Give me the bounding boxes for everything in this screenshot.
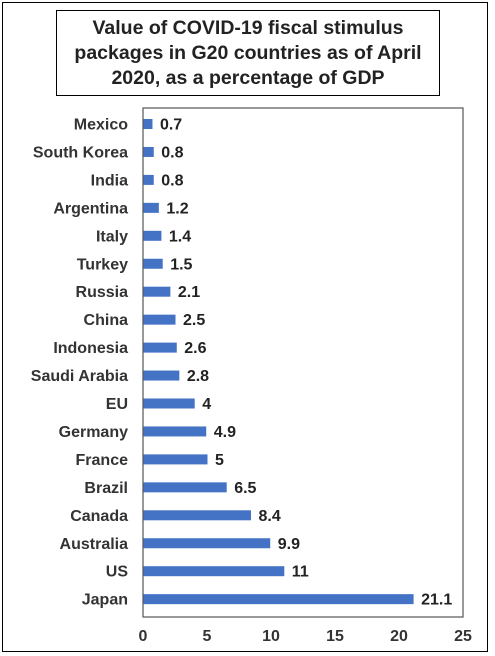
data-label: 6.5 <box>234 480 256 497</box>
data-label: 8.4 <box>259 508 281 525</box>
bar-russia <box>143 286 171 297</box>
category-label: Turkey <box>77 256 128 273</box>
category-label: EU <box>106 396 128 413</box>
category-label: Australia <box>60 536 129 553</box>
category-label: Italy <box>96 228 128 245</box>
data-label: 1.5 <box>170 256 192 273</box>
x-tick-label: 0 <box>139 628 148 645</box>
category-label: Russia <box>76 284 129 301</box>
data-label: 4 <box>202 396 211 413</box>
bar-saudi-arabia <box>143 370 180 381</box>
bar-italy <box>143 230 162 241</box>
data-label: 4.9 <box>214 424 236 441</box>
bar-indonesia <box>143 342 177 353</box>
category-label: Indonesia <box>53 340 128 357</box>
x-axis-ticks: 0 5 10 15 20 25 <box>139 628 472 645</box>
data-label: 0.8 <box>161 144 183 161</box>
bar-south-korea <box>143 146 154 157</box>
bar-india <box>143 174 154 185</box>
category-label: China <box>84 312 129 329</box>
category-labels: Mexico South Korea India Argentina Italy Turk… <box>31 117 129 609</box>
bar-france <box>143 454 208 465</box>
category-label: Japan <box>82 592 128 609</box>
plot-border <box>142 107 464 618</box>
category-label: Canada <box>70 508 128 525</box>
bar-argentina <box>143 202 159 213</box>
bar-china <box>143 314 176 325</box>
data-label: 0.8 <box>161 172 183 189</box>
x-tick-label: 15 <box>326 628 344 645</box>
category-label: Argentina <box>53 200 128 217</box>
x-tick-label: 25 <box>454 628 472 645</box>
bar-us <box>143 566 285 577</box>
bar-japan <box>143 594 414 605</box>
category-label: Mexico <box>74 117 128 134</box>
x-tick-label: 5 <box>203 628 212 645</box>
category-label: Germany <box>59 424 128 441</box>
data-label: 1.2 <box>166 200 188 217</box>
data-label: 2.5 <box>183 312 205 329</box>
data-label: 1.4 <box>169 228 191 245</box>
bar-eu <box>143 398 195 409</box>
data-label: 9.9 <box>278 536 300 553</box>
bar-mexico <box>143 119 153 129</box>
data-label: 21.1 <box>421 592 452 609</box>
data-label: 5 <box>215 452 224 469</box>
category-label: Brazil <box>84 480 128 497</box>
category-label: India <box>91 172 128 189</box>
category-label: US <box>106 564 129 581</box>
x-tick-label: 10 <box>262 628 280 645</box>
data-label: 2.1 <box>178 284 200 301</box>
bar-germany <box>143 426 207 437</box>
bar-turkey <box>143 258 163 269</box>
bar-canada <box>143 510 252 521</box>
category-label: Saudi Arabia <box>31 368 128 385</box>
bars-group <box>143 119 414 605</box>
plot-area <box>142 107 464 618</box>
data-label: 2.6 <box>184 340 206 357</box>
data-label: 0.7 <box>160 117 182 134</box>
category-label: South Korea <box>33 144 128 161</box>
data-label: 11 <box>292 564 309 581</box>
x-tick-label: 20 <box>390 628 408 645</box>
category-label: France <box>76 452 129 469</box>
bar-australia <box>143 538 271 549</box>
chart-title: Value of COVID-19 fiscal stimulus packag… <box>56 10 440 96</box>
bar-brazil <box>143 482 227 493</box>
data-label: 2.8 <box>187 368 209 385</box>
value-labels: 0.7 0.8 0.8 1.2 1.4 1.5 2.1 2.5 2.6 2.8 44.9 5 6.58.… <box>160 117 452 609</box>
